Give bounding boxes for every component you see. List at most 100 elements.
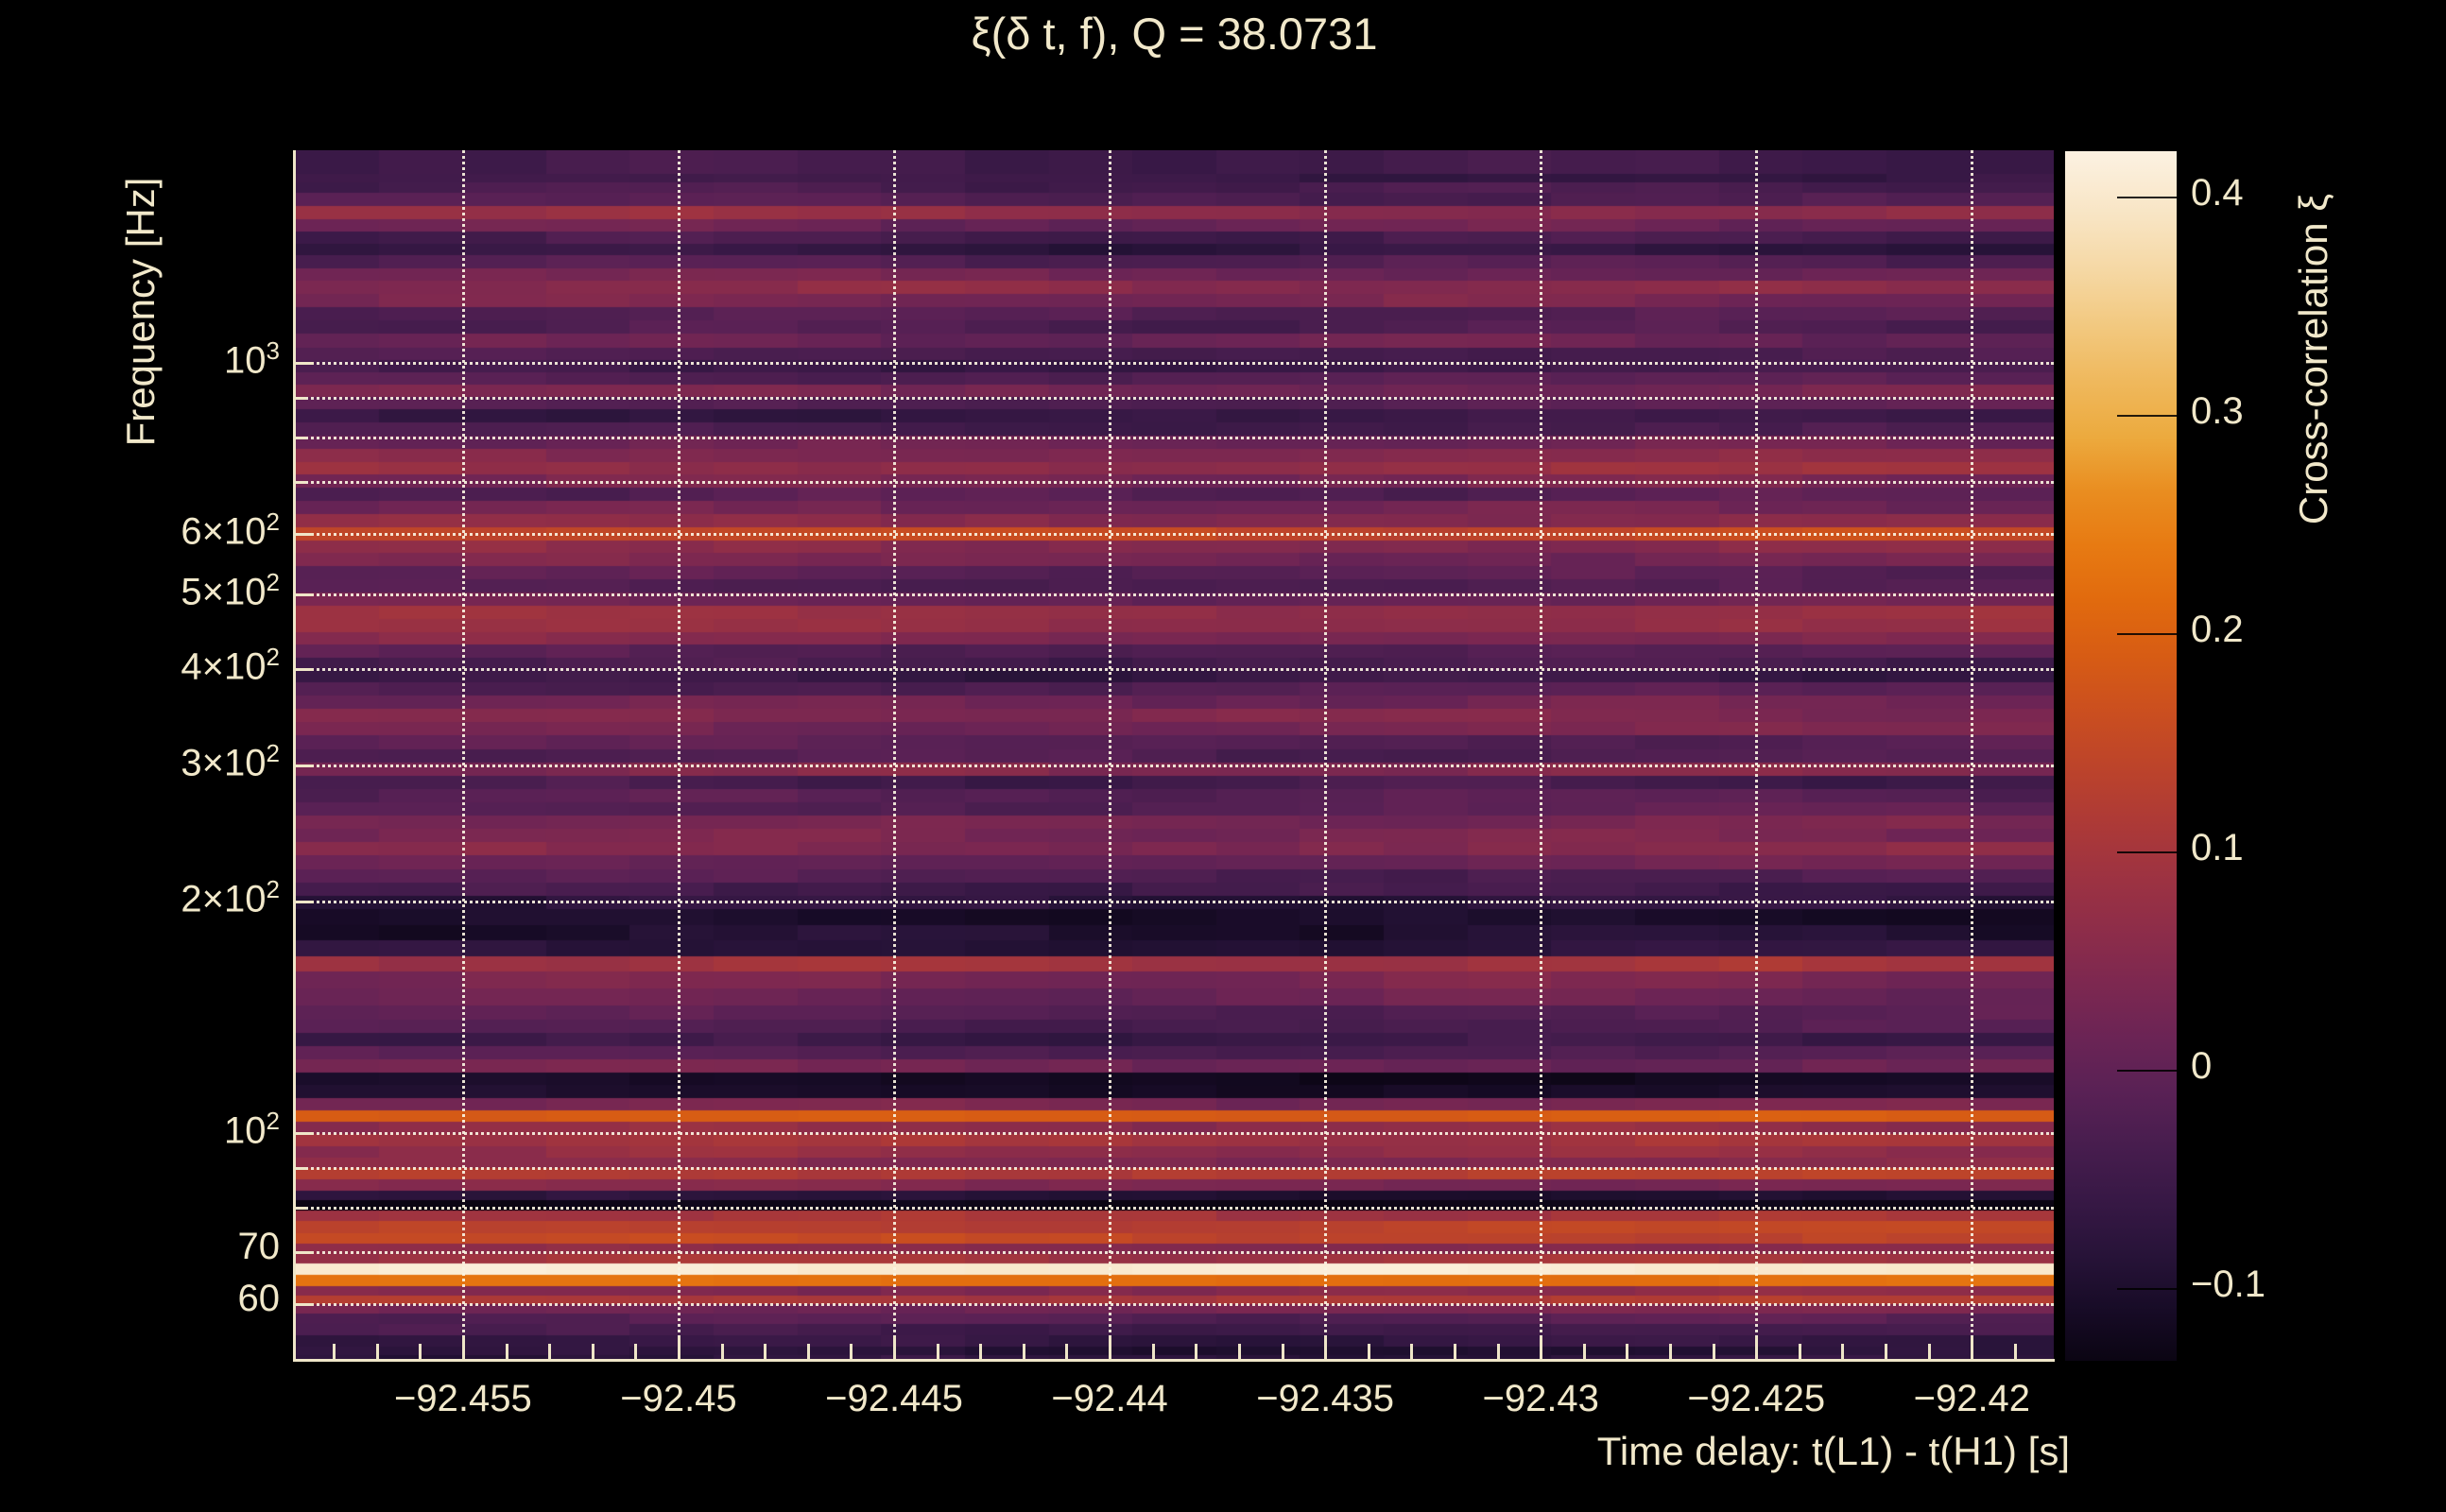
x-axis-tick <box>1367 1344 1370 1359</box>
grid-line-vertical <box>1324 150 1328 1361</box>
grid-line-horizontal <box>295 593 2054 597</box>
x-axis-tick <box>1971 1336 1974 1359</box>
y-axis-tick <box>295 668 314 672</box>
x-tick-label: −92.445 <box>825 1378 963 1419</box>
colorbar-tick <box>2117 1287 2177 1290</box>
x-axis-tick <box>634 1344 638 1359</box>
x-axis-tick <box>1195 1344 1198 1359</box>
colorbar-label: Cross-correlation ξ <box>2291 193 2335 525</box>
colorbar-tick-label: 0 <box>2191 1044 2213 1087</box>
y-axis-tick <box>295 481 306 485</box>
colorbar-tick-label: −0.1 <box>2191 1263 2265 1305</box>
x-axis-tick <box>333 1344 336 1359</box>
y-axis-tick <box>295 593 314 597</box>
x-axis-tick <box>1540 1336 1543 1359</box>
y-tick-label: 60 <box>237 1277 281 1319</box>
colorbar-tick <box>2117 196 2177 198</box>
x-axis-tick <box>893 1336 897 1359</box>
left-axis-spine <box>293 150 296 1361</box>
grid-line-horizontal <box>295 765 2054 768</box>
x-axis-tick <box>1496 1344 1500 1359</box>
x-tick-label: −92.45 <box>620 1378 737 1419</box>
grid-line-horizontal <box>295 668 2054 672</box>
colorbar-tick <box>2117 850 2177 853</box>
x-axis-tick <box>1109 1336 1112 1359</box>
grid-line-vertical <box>1971 150 1974 1361</box>
x-tick-label: −92.44 <box>1051 1378 1168 1419</box>
x-axis-label: Time delay: t(L1) - t(H1) [s] <box>1596 1429 2070 1473</box>
x-tick-label: −92.425 <box>1687 1378 1826 1419</box>
colorbar-tick-label: 0.2 <box>2191 608 2244 650</box>
colorbar-tick-label: 0.1 <box>2191 826 2244 868</box>
heatmap-plot <box>293 150 2055 1362</box>
colorbar <box>2065 151 2177 1361</box>
x-axis-tick <box>1626 1344 1629 1359</box>
grid-line-horizontal <box>295 1251 2054 1255</box>
grid-line-horizontal <box>295 397 2054 401</box>
x-axis-tick <box>461 1336 465 1359</box>
y-tick-label: 70 <box>237 1226 281 1268</box>
y-axis-tick <box>295 900 314 903</box>
x-axis-tick <box>1755 1336 1759 1359</box>
y-axis-tick <box>295 397 306 401</box>
grid-line-horizontal <box>295 900 2054 903</box>
colorbar-tick-label: 0.4 <box>2191 171 2244 214</box>
x-axis-tick <box>1237 1344 1241 1359</box>
x-axis-tick <box>1798 1344 1801 1359</box>
grid-line-vertical <box>893 150 897 1361</box>
x-axis-tick <box>591 1344 594 1359</box>
y-tick-label: 6×102 <box>181 507 280 553</box>
grid-line-vertical <box>1540 150 1543 1361</box>
colorbar-tick <box>2117 632 2177 635</box>
y-tick-label: 3×102 <box>181 739 280 784</box>
y-axis-tick <box>295 361 314 365</box>
grid-line-vertical <box>1109 150 1112 1361</box>
y-axis-tick <box>295 1167 306 1171</box>
grid-line-horizontal <box>295 436 2054 439</box>
y-axis-tick <box>295 765 314 768</box>
x-tick-label: −92.435 <box>1256 1378 1394 1419</box>
y-tick-label: 102 <box>224 1106 280 1152</box>
y-axis-tick <box>295 1131 314 1135</box>
grid-line-horizontal <box>295 1131 2054 1135</box>
y-tick-label: 4×102 <box>181 643 280 688</box>
grid-line-horizontal <box>295 361 2054 365</box>
x-axis-tick <box>419 1344 422 1359</box>
y-axis-tick <box>295 436 306 439</box>
grid-line-horizontal <box>295 1302 2054 1306</box>
x-axis-tick <box>1022 1344 1025 1359</box>
colorbar-tick <box>2117 414 2177 417</box>
grid-line-vertical <box>461 150 465 1361</box>
y-axis-label: Frequency [Hz] <box>118 177 163 447</box>
x-axis-tick <box>505 1344 508 1359</box>
y-axis-tick <box>295 1251 314 1255</box>
y-axis-tick <box>295 1302 314 1306</box>
heatmap-canvas <box>295 150 2054 1361</box>
y-axis-tick <box>295 1206 306 1210</box>
y-tick-label: 2×102 <box>181 874 280 919</box>
x-axis-tick <box>936 1344 939 1359</box>
x-axis-tick <box>1927 1344 1931 1359</box>
grid-line-vertical <box>1755 150 1759 1361</box>
y-tick-label: 5×102 <box>181 568 280 613</box>
colorbar-tick-label: 0.3 <box>2191 389 2244 432</box>
grid-line-horizontal <box>295 1167 2054 1171</box>
grid-line-horizontal <box>295 1206 2054 1210</box>
y-axis-tick <box>295 532 314 536</box>
x-axis-tick <box>2013 1344 2017 1359</box>
x-axis-tick <box>806 1344 810 1359</box>
grid-line-vertical <box>677 150 680 1361</box>
colorbar-tick <box>2117 1069 2177 1072</box>
x-axis-tick <box>1324 1336 1328 1359</box>
x-axis-tick <box>1712 1344 1715 1359</box>
x-axis-tick <box>1841 1344 1845 1359</box>
x-axis-tick <box>850 1344 853 1359</box>
x-axis-tick <box>548 1344 552 1359</box>
grid-line-horizontal <box>295 532 2054 536</box>
y-tick-label: 103 <box>224 335 280 382</box>
x-axis-tick <box>1151 1344 1155 1359</box>
bottom-axis-spine <box>293 1359 2055 1362</box>
x-tick-label: −92.43 <box>1482 1378 1599 1419</box>
x-axis-tick <box>1669 1344 1673 1359</box>
